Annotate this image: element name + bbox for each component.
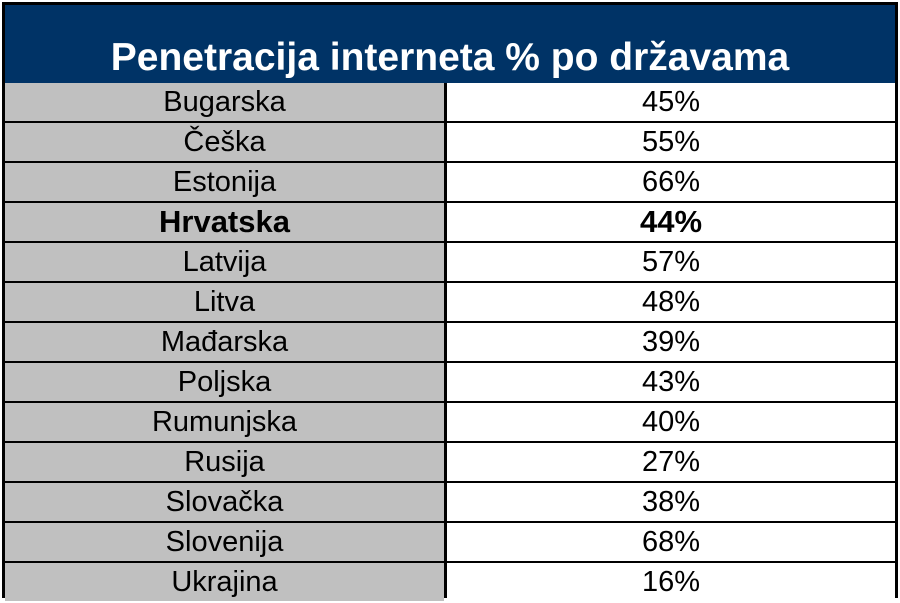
table-row: Poljska 43% <box>5 363 895 401</box>
percent-cell: 45% <box>447 83 895 121</box>
table-row: Bugarska 45% <box>5 83 895 121</box>
country-cell: Rumunjska <box>5 403 444 441</box>
percent-cell: 48% <box>447 283 895 321</box>
table-row: Latvija 57% <box>5 243 895 281</box>
percent-cell: 66% <box>447 163 895 201</box>
country-cell: Rusija <box>5 443 444 481</box>
country-cell: Hrvatska <box>5 203 444 241</box>
country-cell: Latvija <box>5 243 444 281</box>
table-row: Litva 48% <box>5 283 895 321</box>
table-row: Estonija 66% <box>5 163 895 201</box>
country-cell: Slovačka <box>5 483 444 521</box>
table-row: Rusija 27% <box>5 443 895 481</box>
percent-cell: 39% <box>447 323 895 361</box>
percent-cell: 38% <box>447 483 895 521</box>
table-row: Rumunjska 40% <box>5 403 895 441</box>
table-row: Ukrajina 16% <box>5 563 895 601</box>
percent-cell: 57% <box>447 243 895 281</box>
country-cell: Mađarska <box>5 323 444 361</box>
country-cell: Poljska <box>5 363 444 401</box>
country-cell: Slovenija <box>5 523 444 561</box>
table-row: Slovačka 38% <box>5 483 895 521</box>
table-title: Penetracija interneta % po državama <box>5 5 895 83</box>
country-cell: Češka <box>5 123 444 161</box>
country-cell: Litva <box>5 283 444 321</box>
table-row: Češka 55% <box>5 123 895 161</box>
percent-cell: 43% <box>447 363 895 401</box>
country-cell: Estonija <box>5 163 444 201</box>
country-cell: Bugarska <box>5 83 444 121</box>
country-cell: Ukrajina <box>5 563 444 601</box>
percent-cell: 55% <box>447 123 895 161</box>
table-body: Bugarska 45% Češka 55% Estonija 66% Hrvatska 44… <box>5 83 895 603</box>
percent-cell: 40% <box>447 403 895 441</box>
percent-cell: 44% <box>447 203 895 241</box>
percent-cell: 16% <box>447 563 895 601</box>
percent-cell: 68% <box>447 523 895 561</box>
table-row: Hrvatska 44% <box>5 203 895 241</box>
table-row: Slovenija 68% <box>5 523 895 561</box>
percent-cell: 27% <box>447 443 895 481</box>
table-row: Mađarska 39% <box>5 323 895 361</box>
